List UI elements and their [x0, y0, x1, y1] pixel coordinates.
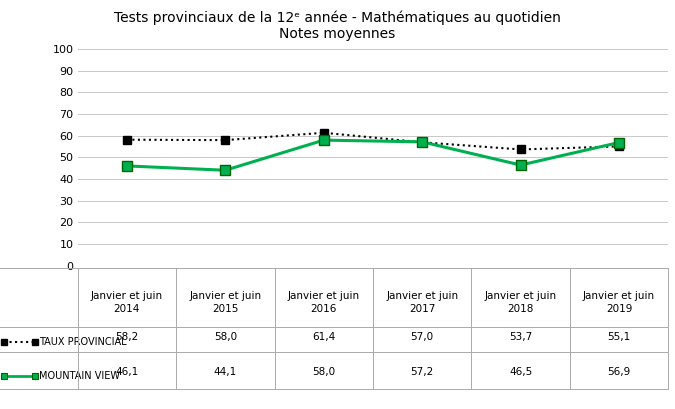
Text: Janvier et juin: Janvier et juin: [90, 291, 163, 301]
Text: 57,2: 57,2: [410, 367, 434, 377]
Text: Janvier et juin: Janvier et juin: [189, 291, 261, 301]
Text: 2016: 2016: [310, 304, 337, 314]
Text: 58,2: 58,2: [115, 333, 138, 342]
Text: Janvier et juin: Janvier et juin: [288, 291, 360, 301]
Text: 2019: 2019: [606, 304, 632, 314]
Text: 56,9: 56,9: [608, 367, 630, 377]
Text: 46,1: 46,1: [115, 367, 138, 377]
Text: TAUX PROVINCIAL: TAUX PROVINCIAL: [38, 337, 126, 346]
Text: 44,1: 44,1: [214, 367, 237, 377]
Text: 46,5: 46,5: [509, 367, 532, 377]
Text: 61,4: 61,4: [312, 333, 335, 342]
Text: 2018: 2018: [508, 304, 534, 314]
Text: MOUNTAIN VIEW: MOUNTAIN VIEW: [38, 371, 120, 381]
Text: 58,0: 58,0: [312, 367, 335, 377]
Text: 58,0: 58,0: [214, 333, 237, 342]
Text: Janvier et juin: Janvier et juin: [583, 291, 655, 301]
Text: 57,0: 57,0: [410, 333, 434, 342]
Text: 2017: 2017: [409, 304, 435, 314]
Text: Janvier et juin: Janvier et juin: [386, 291, 458, 301]
Text: 53,7: 53,7: [509, 333, 532, 342]
Text: 2015: 2015: [212, 304, 238, 314]
Text: 55,1: 55,1: [608, 333, 630, 342]
Text: Janvier et juin: Janvier et juin: [485, 291, 557, 301]
Text: 2014: 2014: [113, 304, 140, 314]
Text: Tests provinciaux de la 12ᵉ année - Mathématiques au quotidien
Notes moyennes: Tests provinciaux de la 12ᵉ année - Math…: [114, 10, 561, 41]
